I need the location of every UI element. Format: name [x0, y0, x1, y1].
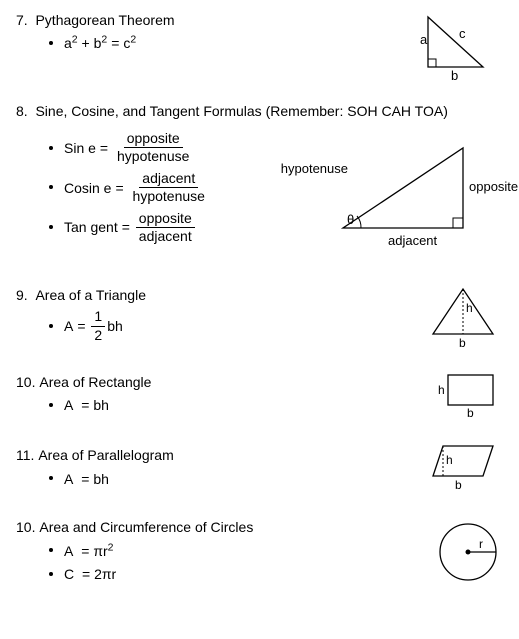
label-adj: adjacent	[388, 233, 438, 248]
formula-lhs: Cosin e	[64, 180, 111, 196]
section-num: 11.	[16, 447, 34, 463]
label-b: b	[467, 406, 474, 420]
formula-item: Sin e = oppositehypotenuse	[64, 131, 295, 165]
label-a: a	[420, 32, 428, 47]
section-name: Area and Circumference of Circles	[39, 519, 253, 535]
label-h: h	[438, 383, 445, 397]
formula-lhs: Sin e	[64, 140, 96, 156]
label-b: b	[455, 478, 462, 492]
formula-lhs: A	[64, 471, 73, 487]
formula-item: a2 + b2 = c2	[64, 34, 405, 51]
formula-num: opposite	[124, 131, 183, 148]
formula-item: A = bh	[64, 396, 413, 413]
formula-lhs: Tan gent	[64, 219, 118, 235]
formula-rhs: 2πr	[94, 566, 116, 582]
label-r: r	[479, 537, 483, 551]
formula-lhs: a2 + b2	[64, 35, 107, 51]
section-area-circle: 10. Area and Circumference of Circles A …	[16, 517, 503, 590]
formula-den: hypotenuse	[114, 148, 192, 164]
section-name: Area of Parallelogram	[38, 447, 173, 463]
formula-num: 1	[91, 309, 105, 326]
formula-item: A = 12 bh	[64, 309, 403, 343]
label-h: h	[446, 453, 453, 467]
formula-lhs: A	[64, 318, 73, 334]
section-name: Pythagorean Theorem	[35, 12, 174, 28]
section-trig: 8. Sine, Cosine, and Tangent Formulas (R…	[16, 103, 503, 266]
section-num: 10.	[16, 519, 35, 535]
formula-den: adjacent	[136, 228, 195, 244]
formula-item: Tan gent = oppositeadjacent	[64, 211, 295, 245]
rectangle-bh-diagram: h b	[433, 370, 503, 423]
formula-den: hypotenuse	[130, 188, 208, 204]
formula-rhs: bh	[93, 397, 109, 413]
formula-lhs: C	[64, 566, 74, 582]
section-name: Area of a Triangle	[35, 287, 146, 303]
section-title: 8. Sine, Cosine, and Tangent Formulas (R…	[16, 103, 503, 119]
formula-den: 2	[91, 327, 105, 343]
label-b: b	[459, 336, 466, 350]
label-h: h	[466, 301, 473, 315]
formula-item: C = 2πr	[64, 565, 413, 582]
trig-triangle-diagram: θ hypotenuse opposite adjacent	[303, 133, 503, 266]
formula-item: A = bh	[64, 469, 393, 486]
label-b: b	[451, 68, 458, 83]
formula-item: Cosin e = adjacenthypotenuse	[64, 171, 295, 205]
formula-num: opposite	[136, 211, 195, 228]
label-c: c	[459, 26, 466, 41]
section-pythagorean: 7. Pythagorean Theorem a2 + b2 = c2 a b …	[16, 12, 503, 85]
section-name: Area of Rectangle	[39, 374, 151, 390]
right-triangle-diagram: a b c	[413, 12, 503, 85]
label-opp: opposite	[469, 179, 518, 194]
label-theta: θ	[347, 212, 354, 227]
formula-lhs: A	[64, 543, 73, 559]
formula-num: adjacent	[139, 171, 198, 188]
formula-lhs: A	[64, 397, 73, 413]
section-num: 7.	[16, 12, 28, 28]
formula-rhs: bh	[93, 471, 109, 487]
formula-rhs: c2	[123, 35, 136, 51]
circle-r-diagram: r	[433, 517, 503, 590]
section-title: 7. Pythagorean Theorem	[16, 12, 405, 28]
formula-rhs: πr2	[93, 543, 113, 559]
section-name: Sine, Cosine, and Tangent Formulas (Reme…	[35, 103, 447, 119]
formula-post: bh	[107, 318, 123, 334]
section-area-triangle: 9. Area of a Triangle A = 12 bh h b	[16, 284, 503, 352]
parallelogram-bh-diagram: h b	[413, 441, 503, 499]
section-num: 8.	[16, 103, 28, 119]
section-num: 10.	[16, 374, 35, 390]
formula-item: A = πr2	[64, 541, 413, 558]
label-hyp: hypotenuse	[281, 161, 348, 176]
triangle-bh-diagram: h b	[423, 284, 503, 352]
section-area-rectangle: 10. Area of Rectangle A = bh h b	[16, 370, 503, 423]
section-num: 9.	[16, 287, 28, 303]
section-area-parallelogram: 11. Area of Parallelogram A = bh h b	[16, 441, 503, 499]
